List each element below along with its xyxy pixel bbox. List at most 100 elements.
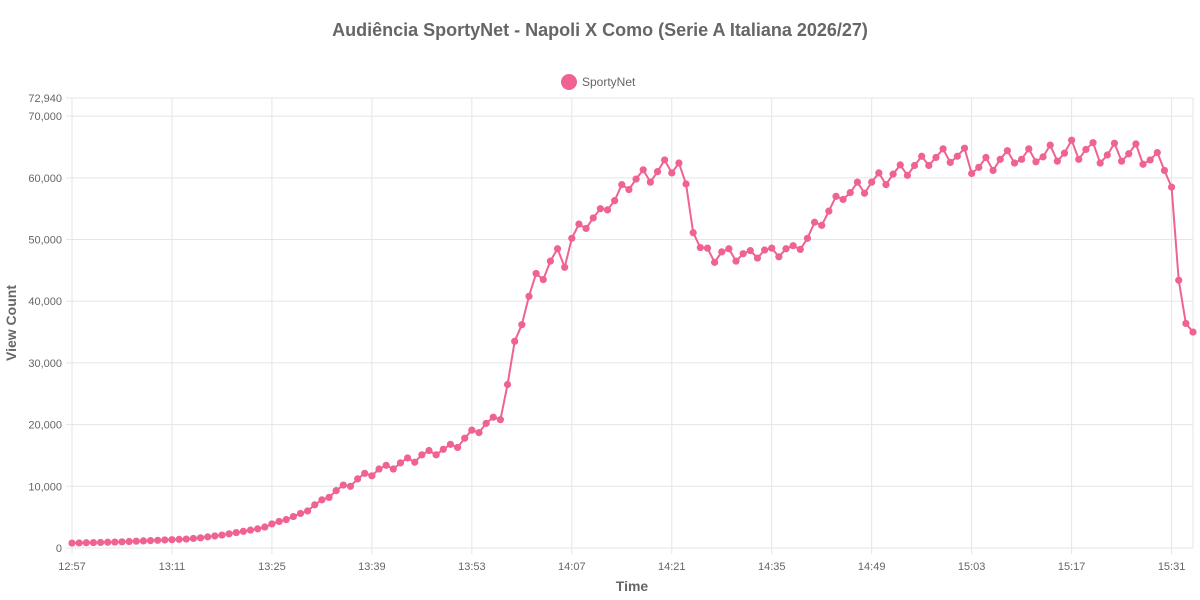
data-point[interactable] — [354, 475, 362, 483]
data-point[interactable] — [168, 536, 176, 544]
data-point[interactable] — [175, 535, 183, 543]
data-point[interactable] — [282, 516, 290, 524]
data-point[interactable] — [975, 163, 983, 171]
data-point[interactable] — [582, 224, 590, 233]
data-point[interactable] — [668, 169, 676, 177]
data-point[interactable] — [403, 454, 412, 462]
data-point[interactable] — [432, 451, 440, 459]
data-point[interactable] — [1053, 157, 1061, 165]
data-point[interactable] — [546, 257, 554, 265]
data-point[interactable] — [968, 169, 976, 178]
data-point[interactable] — [646, 178, 654, 186]
data-point[interactable] — [939, 145, 947, 153]
data-point[interactable] — [932, 153, 940, 162]
data-point[interactable] — [1039, 153, 1047, 161]
data-point[interactable] — [760, 246, 769, 254]
data-point[interactable] — [1046, 141, 1054, 149]
data-point[interactable] — [1146, 156, 1154, 164]
data-point[interactable] — [446, 440, 455, 448]
data-point[interactable] — [1132, 140, 1140, 148]
data-point[interactable] — [532, 269, 540, 278]
data-point[interactable] — [325, 493, 333, 502]
data-point[interactable] — [561, 263, 569, 271]
data-point[interactable] — [96, 538, 105, 547]
data-point[interactable] — [453, 443, 462, 452]
data-point[interactable] — [796, 245, 804, 253]
data-point[interactable] — [254, 525, 262, 533]
data-point[interactable] — [982, 153, 990, 162]
data-point[interactable] — [875, 169, 883, 177]
data-point[interactable] — [868, 178, 876, 186]
data-point[interactable] — [810, 218, 819, 226]
data-point[interactable] — [475, 429, 483, 437]
data-point[interactable] — [425, 446, 433, 455]
data-point[interactable] — [682, 180, 690, 188]
data-point[interactable] — [1068, 136, 1076, 144]
data-point[interactable] — [910, 161, 919, 170]
data-point[interactable] — [1032, 158, 1040, 166]
data-point[interactable] — [553, 245, 562, 253]
data-point[interactable] — [525, 292, 533, 300]
data-point[interactable] — [468, 426, 476, 434]
data-point[interactable] — [782, 245, 790, 253]
data-point[interactable] — [261, 523, 269, 531]
data-point[interactable] — [860, 189, 869, 197]
data-point[interactable] — [903, 171, 911, 179]
data-point[interactable] — [296, 509, 305, 518]
data-point[interactable] — [461, 434, 469, 442]
data-point[interactable] — [118, 538, 126, 546]
data-point[interactable] — [496, 416, 505, 424]
data-point[interactable] — [161, 536, 169, 544]
data-point[interactable] — [839, 195, 847, 204]
data-point[interactable] — [960, 144, 969, 152]
data-point[interactable] — [803, 234, 812, 242]
data-point[interactable] — [832, 192, 840, 200]
data-point[interactable] — [711, 258, 719, 266]
data-point[interactable] — [853, 178, 862, 186]
data-point[interactable] — [639, 166, 647, 174]
data-point[interactable] — [789, 242, 797, 250]
data-point[interactable] — [182, 535, 190, 543]
data-point[interactable] — [1103, 151, 1111, 159]
data-point[interactable] — [482, 419, 490, 427]
data-point[interactable] — [732, 257, 740, 265]
data-point[interactable] — [1096, 159, 1104, 167]
data-point[interactable] — [653, 168, 662, 176]
data-point[interactable] — [489, 413, 497, 421]
data-point[interactable] — [818, 221, 826, 229]
data-point[interactable] — [75, 539, 83, 547]
data-point[interactable] — [189, 534, 197, 543]
data-point[interactable] — [1189, 328, 1197, 336]
data-point[interactable] — [1182, 319, 1190, 328]
data-point[interactable] — [1060, 149, 1069, 157]
data-point[interactable] — [996, 155, 1004, 163]
data-point[interactable] — [232, 528, 240, 537]
data-point[interactable] — [311, 501, 319, 509]
data-point[interactable] — [675, 159, 683, 167]
data-point[interactable] — [389, 465, 397, 473]
data-point[interactable] — [1089, 139, 1097, 147]
data-point[interactable] — [246, 526, 255, 534]
data-point[interactable] — [575, 220, 583, 228]
data-point[interactable] — [146, 537, 155, 545]
data-point[interactable] — [618, 181, 626, 189]
data-point[interactable] — [396, 459, 405, 467]
data-point[interactable] — [82, 539, 90, 547]
data-point[interactable] — [204, 533, 212, 541]
data-point[interactable] — [382, 461, 390, 469]
data-point[interactable] — [111, 538, 119, 546]
data-point[interactable] — [589, 214, 597, 222]
data-point[interactable] — [753, 254, 762, 262]
data-point[interactable] — [989, 166, 997, 175]
data-point[interactable] — [89, 539, 98, 547]
data-point[interactable] — [896, 161, 904, 169]
data-point[interactable] — [304, 507, 312, 515]
data-point[interactable] — [1018, 155, 1026, 163]
data-point[interactable] — [332, 487, 340, 495]
data-point[interactable] — [1167, 183, 1176, 191]
data-point[interactable] — [889, 170, 897, 178]
data-point[interactable] — [825, 207, 833, 215]
data-point[interactable] — [1010, 159, 1019, 167]
data-point[interactable] — [68, 539, 76, 547]
data-point[interactable] — [511, 337, 519, 345]
